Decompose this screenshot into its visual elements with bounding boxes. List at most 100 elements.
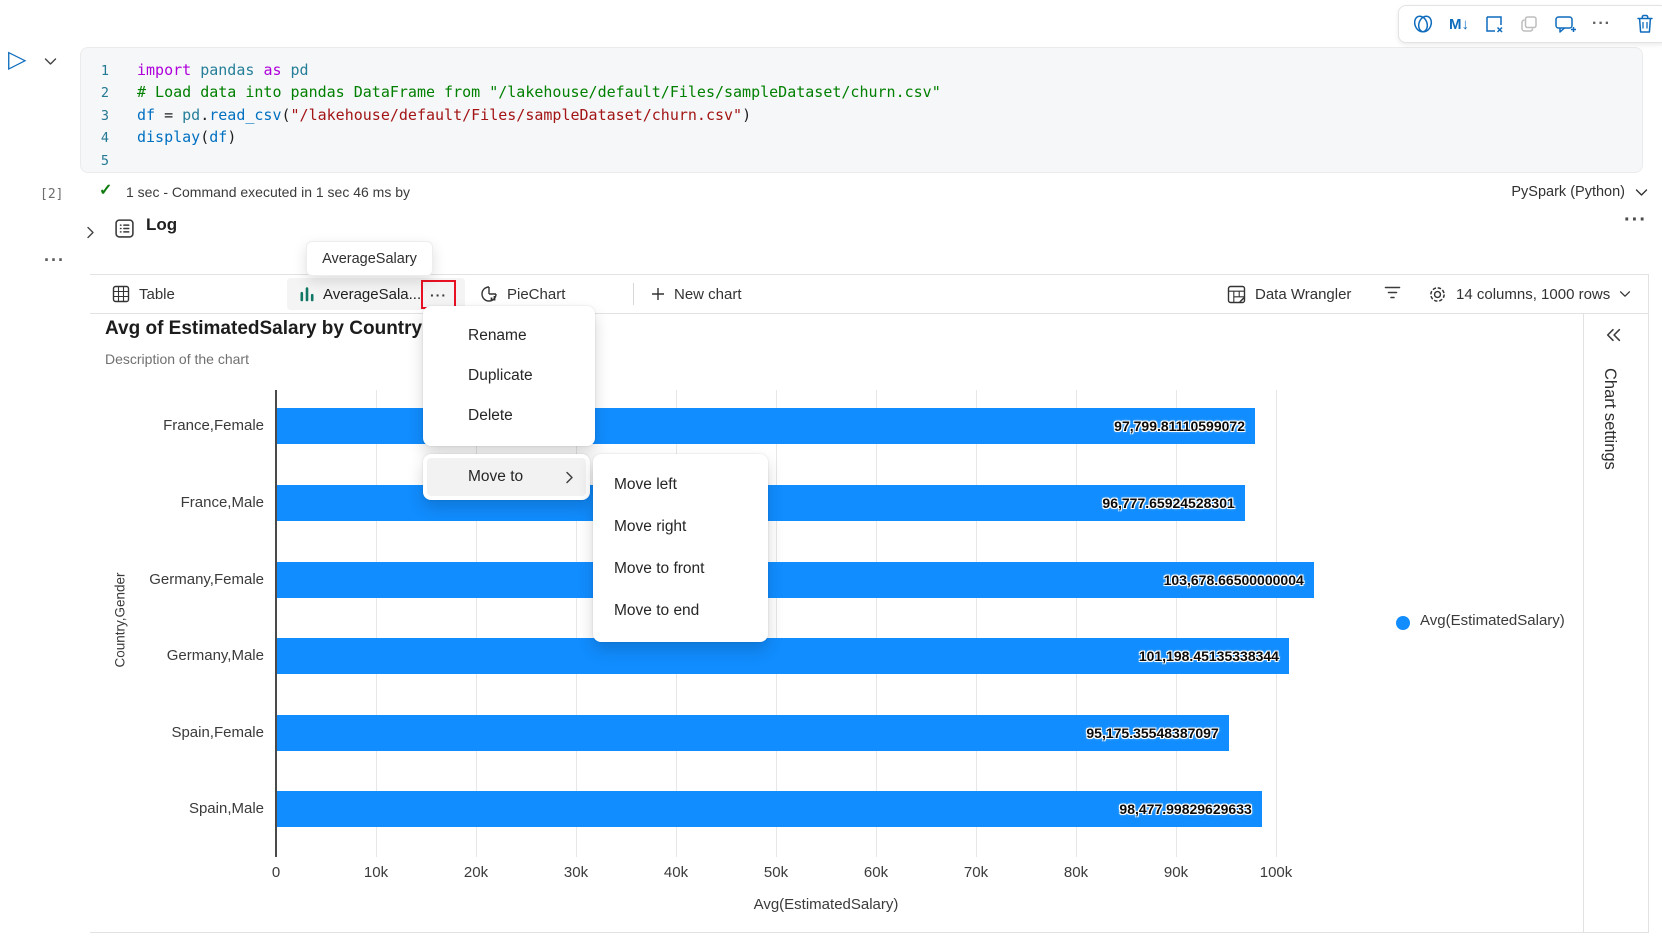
x-tick-label: 30k <box>563 864 589 881</box>
bar-value-label: 96,777.65924528301 <box>1102 495 1235 511</box>
pie-chart-icon <box>481 286 497 302</box>
x-tick-label: 10k <box>363 864 389 881</box>
copilot-button[interactable] <box>1412 14 1434 34</box>
log-expander-chevron[interactable] <box>86 226 95 239</box>
tab-table[interactable]: Table <box>112 279 175 309</box>
x-tick-label: 50k <box>763 864 789 881</box>
data-wrangler-button[interactable]: Data Wrangler <box>1227 279 1351 309</box>
gridline <box>776 390 777 857</box>
comment-add-icon <box>1555 16 1576 33</box>
tab-piechart-label: PieChart <box>507 285 566 303</box>
x-tick-label: 20k <box>463 864 489 881</box>
menu-item-rename[interactable]: Rename <box>468 327 527 344</box>
gridline <box>576 390 577 857</box>
gridline <box>1076 390 1077 857</box>
tab-piechart[interactable]: PieChart <box>480 279 565 309</box>
chevron-right-icon <box>87 226 94 239</box>
add-comment-button[interactable] <box>1554 14 1577 34</box>
filter-button[interactable] <box>1383 285 1402 300</box>
tab-averagesalary[interactable]: AverageSala... <box>287 278 466 310</box>
chart-settings-label: Chart settings <box>1601 368 1619 470</box>
chart-bar <box>277 638 1289 674</box>
menu-item-move-to-front[interactable]: Move to front <box>614 560 705 577</box>
log-list-icon <box>114 218 135 239</box>
category-label: Germany,Female <box>149 571 264 588</box>
menu-item-duplicate[interactable]: Duplicate <box>468 367 533 384</box>
copy-icon <box>1521 16 1537 32</box>
legend-dot <box>1396 616 1410 630</box>
tab-more-button-highlighted[interactable]: ··· <box>421 280 456 309</box>
x-tick-label: 70k <box>963 864 989 881</box>
x-tick-label: 60k <box>863 864 889 881</box>
data-wrangler-label: Data Wrangler <box>1255 285 1352 303</box>
move-to-label: Move to <box>468 468 524 485</box>
gridline <box>1176 390 1177 857</box>
clear-output-icon <box>1486 16 1503 33</box>
bar-value-label: 97,799.81110599072 <box>1114 418 1245 434</box>
x-tick-label: 40k <box>663 864 689 881</box>
kernel-selector[interactable]: PySpark (Python) <box>1511 184 1648 200</box>
move-to-submenu: Move left Move right Move to front Move … <box>593 454 768 642</box>
chart-bar <box>277 791 1262 827</box>
execution-status: 1 sec - Command executed in 1 sec 46 ms … <box>126 184 411 200</box>
panel-right-border <box>1648 274 1649 933</box>
run-options-chevron[interactable] <box>44 57 57 66</box>
category-label: France,Male <box>180 494 264 511</box>
table-icon <box>112 285 130 303</box>
code-lines: 1 import pandas as pd 2 # Load data into pa… <box>100 61 941 169</box>
menu-item-move-to[interactable]: Move to <box>427 458 586 496</box>
tooltip-averagesalary: AverageSalary <box>306 241 433 276</box>
settings-rail-divider <box>1583 314 1584 932</box>
execution-count: [2] <box>40 187 64 202</box>
category-label: Germany,Male <box>166 647 264 664</box>
menu-item-move-to-end[interactable]: Move to end <box>614 602 700 619</box>
panel-bottom-border <box>90 932 1649 933</box>
double-chevron-left-icon <box>1606 328 1621 342</box>
run-cell-button[interactable]: ▷ <box>8 46 27 73</box>
collapse-panel-button[interactable] <box>1604 327 1622 343</box>
menu-item-move-left[interactable]: Move left <box>614 476 677 493</box>
bar-value-label: 101,198.45135338344 <box>1138 648 1279 664</box>
chevron-down-icon <box>1635 188 1648 196</box>
log-more-button[interactable]: ··· <box>1624 209 1647 231</box>
clear-outputs-button[interactable] <box>1484 14 1504 34</box>
dimensions-label: 14 columns, 1000 rows <box>1456 285 1611 303</box>
copy-cell-button <box>1519 14 1539 34</box>
cell-more-button[interactable]: ··· <box>44 250 65 270</box>
x-axis-title: Avg(EstimatedSalary) <box>753 896 899 913</box>
bar-value-label: 103,678.66500000004 <box>1163 572 1304 588</box>
chart-bar <box>277 715 1229 751</box>
cell-toolbar: M↓ ··· <box>1398 5 1662 43</box>
kernel-label: PySpark (Python) <box>1511 184 1625 200</box>
row-column-summary[interactable]: 14 columns, 1000 rows <box>1428 279 1631 309</box>
menu-item-move-right[interactable]: Move right <box>614 518 687 535</box>
tabbar-top-border <box>90 274 1648 275</box>
bar-value-label: 98,477.99829629633 <box>1119 801 1252 817</box>
new-chart-label: New chart <box>674 285 742 303</box>
context-menu-moveto: Move to <box>423 454 590 500</box>
delete-cell-button[interactable] <box>1636 14 1654 34</box>
new-chart-button[interactable]: New chart <box>651 279 742 309</box>
tab-divider <box>633 283 634 305</box>
copilot-icon <box>1413 15 1433 33</box>
trash-icon <box>1637 14 1653 33</box>
menu-item-delete[interactable]: Delete <box>468 407 513 424</box>
success-check-icon: ✓ <box>99 182 113 199</box>
x-tick-label: 100k <box>1259 864 1293 881</box>
data-wrangler-icon <box>1227 285 1246 303</box>
tab-table-label: Table <box>139 285 175 303</box>
column-chart-icon <box>300 287 314 302</box>
bar-value-label: 95,175.35548387097 <box>1086 725 1219 741</box>
plus-icon <box>652 288 664 300</box>
chevron-down-icon <box>1620 291 1631 297</box>
convert-to-markdown-button[interactable]: M↓ <box>1449 15 1469 33</box>
gridline <box>976 390 977 857</box>
code-editor[interactable]: 1 import pandas as pd 2 # Load data into pa… <box>80 47 1643 173</box>
y-axis-line <box>275 390 277 857</box>
x-tick-label: 0 <box>271 864 281 881</box>
category-label: France,Female <box>163 417 264 434</box>
gear-icon <box>1430 286 1445 302</box>
tabbar-bottom-border <box>90 313 1648 314</box>
more-commands-button[interactable]: ··· <box>1592 15 1611 32</box>
